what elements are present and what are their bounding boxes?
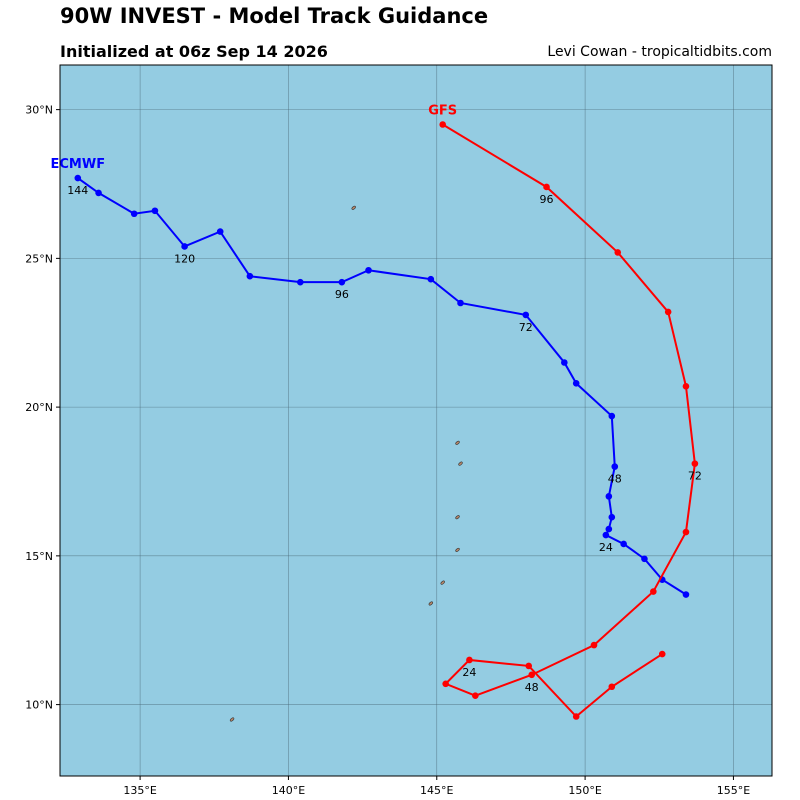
lat-tick-label: 10°N xyxy=(25,699,53,712)
ecmwf-hour-label: 24 xyxy=(599,541,613,554)
ecmwf-hour-label: 96 xyxy=(335,288,349,301)
ecmwf-track-point xyxy=(608,412,616,420)
model-tracks xyxy=(74,121,699,720)
ecmwf-track-point xyxy=(365,266,372,274)
ecmwf-track-point xyxy=(608,513,616,521)
lon-tick-label: 140°E xyxy=(272,784,305,797)
gfs-track-point xyxy=(572,713,580,720)
gfs-track-point xyxy=(590,641,598,649)
lon-tick-label: 135°E xyxy=(123,784,156,797)
ocean-background xyxy=(60,65,772,776)
gfs-track-point xyxy=(614,249,622,256)
ecmwf-track-point xyxy=(605,525,613,533)
ecmwf-track-point xyxy=(605,493,613,500)
ecmwf-track-point xyxy=(130,210,138,218)
axis-ticks: 135°E 140°E 145°E 150°E 155°E 10°N 15°N 20°N 25°… xyxy=(25,104,750,797)
ecmwf-hour-label: 72 xyxy=(519,321,533,334)
plot-frame xyxy=(59,64,773,777)
gfs-track-point xyxy=(664,308,672,316)
ecmwf-track-point xyxy=(427,275,435,283)
ecmwf-track-point xyxy=(572,380,580,387)
island xyxy=(126,777,131,782)
gfs-track-point xyxy=(691,460,699,467)
ecmwf-track-point xyxy=(522,311,530,319)
ecmwf-track-point xyxy=(457,299,464,307)
lat-tick-label: 30°N xyxy=(25,104,53,117)
credit-text: Levi Cowan - tropicaltidbits.com xyxy=(547,44,772,60)
page-title: 90W INVEST - Model Track Guidance xyxy=(60,4,489,28)
ecmwf-hour-label: 144 xyxy=(67,184,88,197)
init-time-subtitle: Initialized at 06z Sep 14 2026 xyxy=(60,42,328,61)
island xyxy=(455,515,460,520)
ecmwf-track-point xyxy=(611,463,619,470)
island xyxy=(455,440,460,445)
ecmwf-track-point xyxy=(74,174,82,182)
ecmwf-track-point xyxy=(620,540,627,548)
ecmwf-track-point xyxy=(682,591,690,598)
gfs-hour-label: 96 xyxy=(540,193,554,206)
gfs-track-point xyxy=(608,683,616,691)
island xyxy=(458,461,463,466)
lat-tick-label: 25°N xyxy=(25,252,53,265)
ecmwf-track-point xyxy=(338,278,346,286)
ecmwf-track-point xyxy=(151,207,159,215)
lat-tick-label: 15°N xyxy=(25,550,53,563)
lon-tick-label: 150°E xyxy=(568,784,601,797)
ecmwf-hour-label: 120 xyxy=(174,252,195,265)
lon-tick-label: 145°E xyxy=(420,784,453,797)
island xyxy=(351,205,356,210)
gfs-model-label: GFS xyxy=(428,103,457,118)
gfs-hour-label: 48 xyxy=(525,681,539,694)
gfs-track-point xyxy=(543,183,550,191)
gfs-track-point xyxy=(682,528,690,536)
gfs-track-point xyxy=(528,671,535,679)
ecmwf-track-point xyxy=(246,272,254,280)
ecmwf-track-point xyxy=(297,278,304,286)
lon-tick-label: 155°E xyxy=(717,784,750,797)
gfs-track-point xyxy=(466,656,473,664)
island xyxy=(455,547,460,552)
gfs-track-point xyxy=(682,382,690,390)
island xyxy=(229,717,235,722)
gfs-track-point xyxy=(472,692,479,699)
gfs-track-point xyxy=(658,650,666,658)
ecmwf-track-point xyxy=(216,228,224,235)
ecmwf-track-point xyxy=(641,555,648,563)
ecmwf-model-label: ECMWF xyxy=(51,157,106,172)
gfs-hour-label: 24 xyxy=(462,666,476,679)
island xyxy=(440,580,445,585)
gfs-track-point xyxy=(442,680,449,688)
ecmwf-track-point xyxy=(181,243,188,250)
ecmwf-track-point xyxy=(95,189,102,197)
gfs-hour-label: 72 xyxy=(688,470,702,483)
gfs-track-point xyxy=(650,588,657,595)
lat-tick-label: 20°N xyxy=(25,401,53,414)
ecmwf-hour-label: 48 xyxy=(608,473,622,486)
gfs-track-point xyxy=(439,121,447,128)
gfs-track-point xyxy=(525,662,533,670)
island xyxy=(428,601,433,606)
land-features xyxy=(126,205,463,782)
ecmwf-track-point xyxy=(602,531,610,539)
grid-lines xyxy=(60,65,772,776)
ecmwf-track-point xyxy=(561,359,568,366)
track-labels: 24 48 72 96 120 144 ECMWF 24 48 72 96 GFS xyxy=(51,103,702,693)
